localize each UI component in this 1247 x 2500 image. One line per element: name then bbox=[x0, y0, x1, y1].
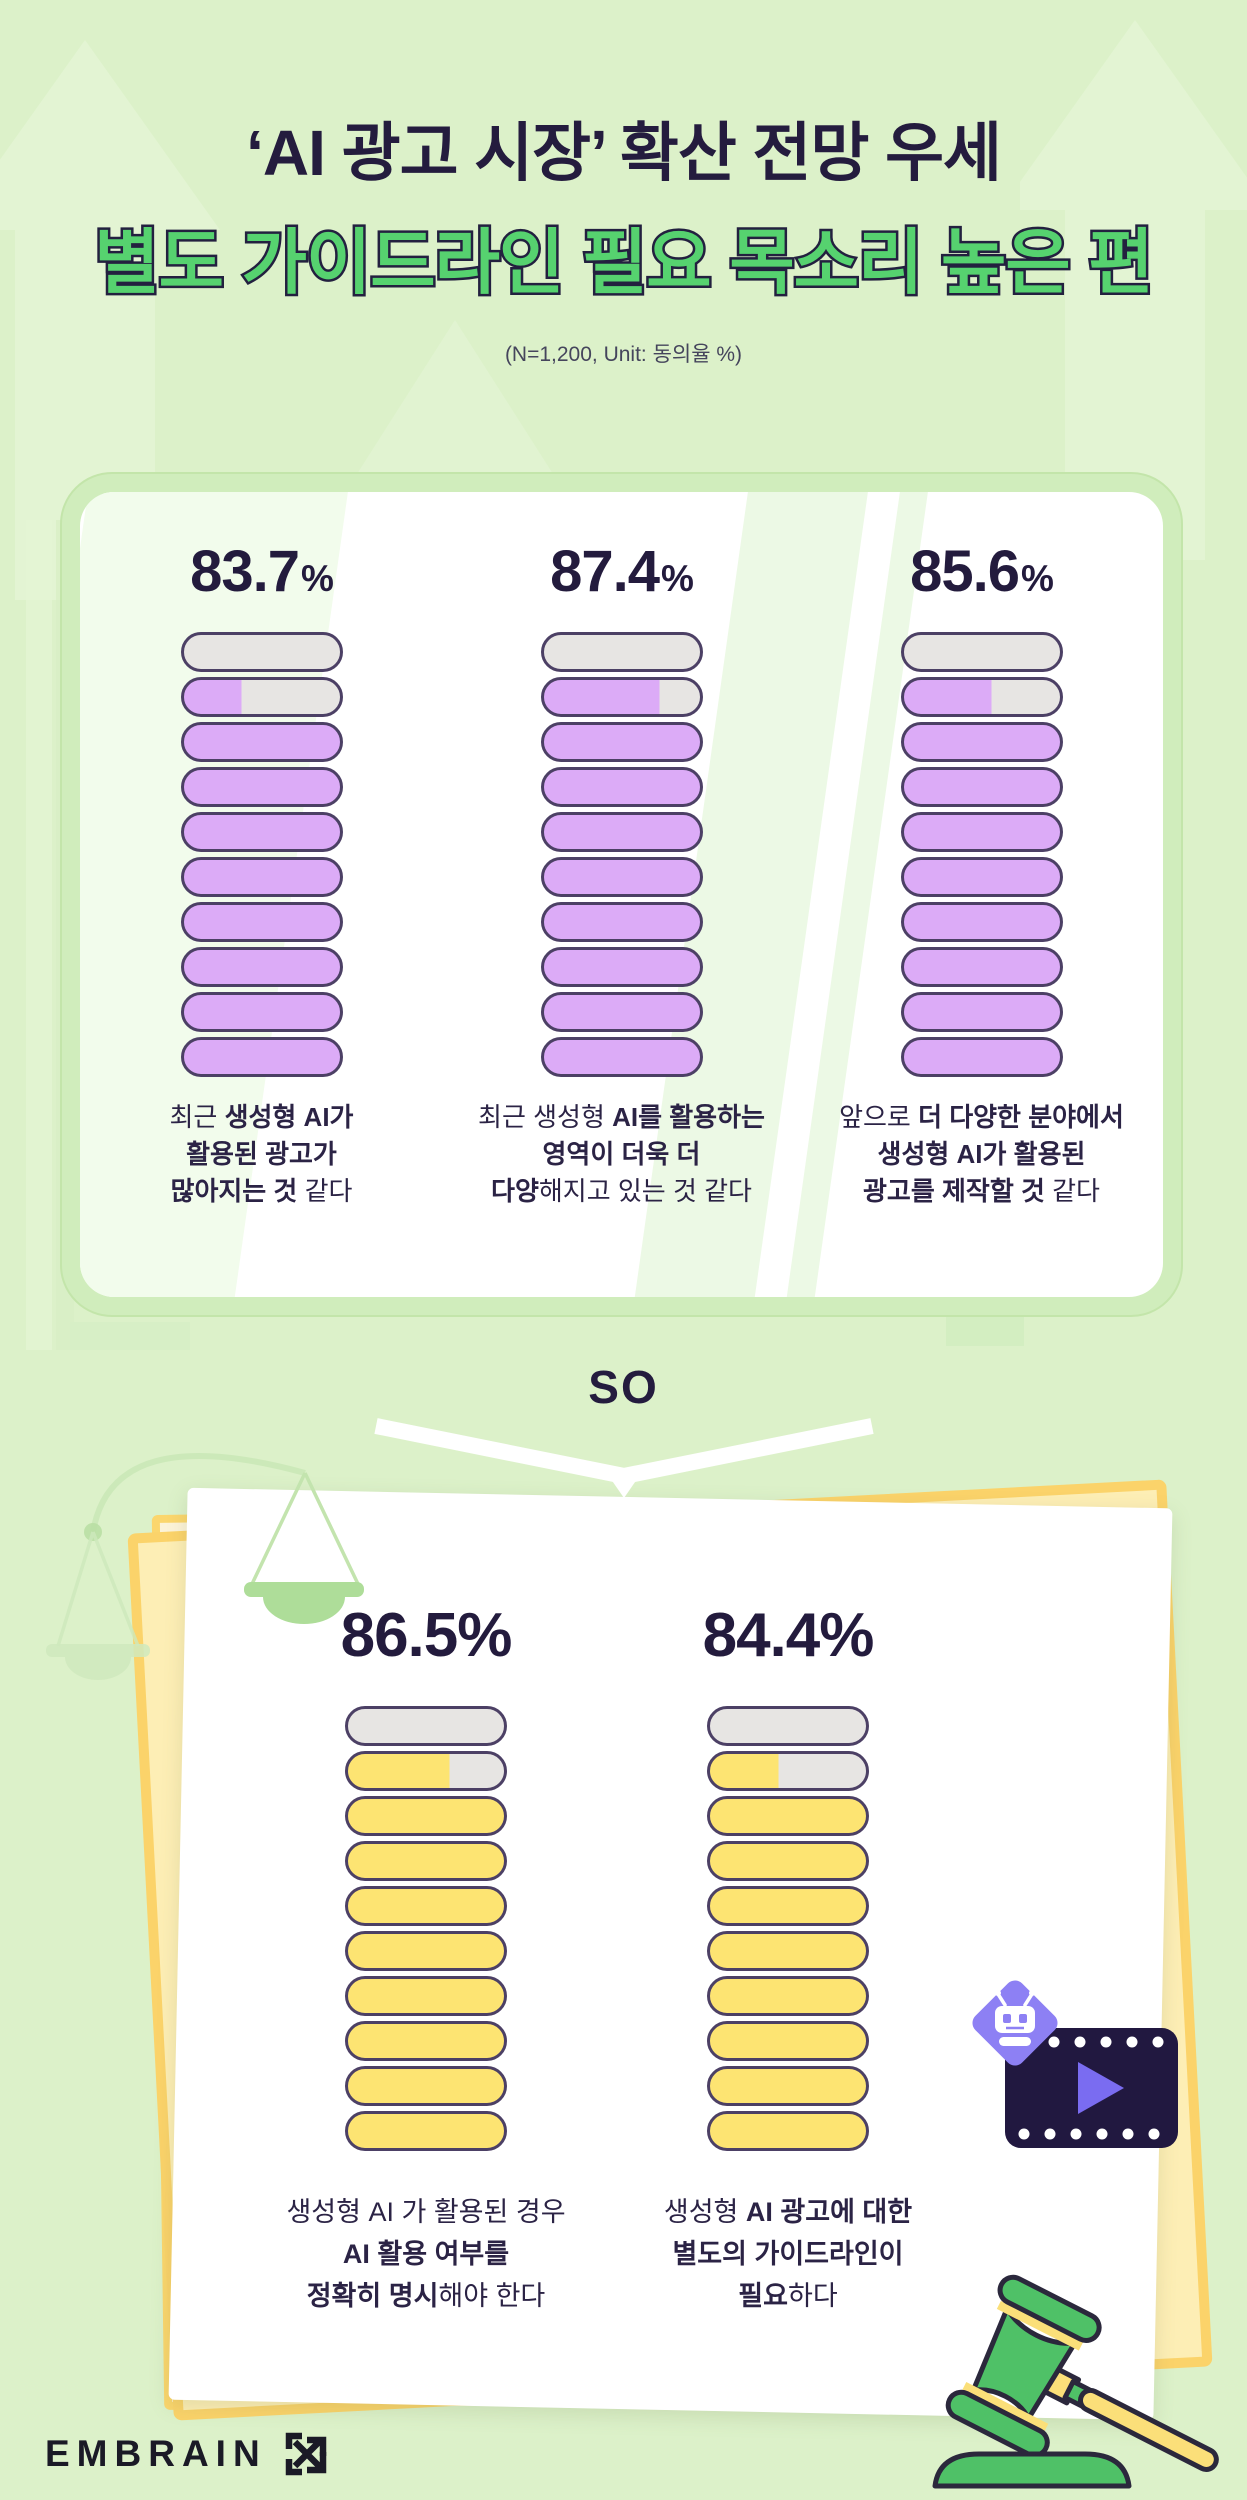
capsule-row bbox=[900, 857, 1063, 897]
capsule-row bbox=[345, 1976, 507, 2016]
bg-stripe bbox=[26, 520, 52, 1350]
capsule-row bbox=[707, 2111, 869, 2151]
capsule-row bbox=[707, 1841, 869, 1881]
page-subtitle: 별도 가이드라인 필요 목소리 높은 편 bbox=[92, 222, 1156, 306]
capsule-row bbox=[180, 812, 343, 852]
capsule-row bbox=[900, 1037, 1063, 1077]
film-perforations bbox=[1018, 2036, 1164, 2140]
chart-column: 86.5% 생성형 AI 가 활용된 경우 AI 활용 여부를 정확히 명시해야 한다 bbox=[276, 1600, 576, 2317]
bg-block bbox=[946, 1316, 1024, 1346]
chart-caption: 앞으로 더 다양한 분야에서 생성형 AI가 활용된 광고를 제작할 것 같다 bbox=[839, 1102, 1124, 1206]
percent-value: 83.7% bbox=[190, 539, 334, 604]
page-title: ‘AI 광고 시장’ 확산 전망 우세 bbox=[246, 117, 1002, 189]
bg-triangle bbox=[350, 320, 560, 485]
capsule-row bbox=[900, 812, 1063, 852]
capsule-row bbox=[707, 1931, 869, 1971]
footer: EMBRAIN bbox=[45, 2430, 331, 2478]
capsule-stack bbox=[345, 1706, 507, 2151]
capsule-row bbox=[345, 1751, 507, 1791]
percent-value: 85.6% bbox=[910, 539, 1054, 604]
bottom-chart-columns: 86.5% 생성형 AI 가 활용된 경우 AI 활용 여부를 정확히 명시해야 한다… bbox=[276, 1600, 938, 2317]
chart-column: 87.4% 최근 생성형 AI를 활용하는 영역이 더욱 더 다양해지고 있는 것 같… bbox=[472, 538, 772, 1297]
bg-arrow-up-right bbox=[1020, 20, 1247, 560]
capsule-row bbox=[540, 857, 703, 897]
bg-block bbox=[70, 1322, 190, 1350]
top-chart-card: 83.7% 최근 생성형 AI가 활용된 광고가 많아지는 것 같다 87.4% 최근 생… bbox=[60, 472, 1183, 1317]
capsule-row bbox=[540, 767, 703, 807]
capsule-row bbox=[707, 1886, 869, 1926]
percent-value: 87.4% bbox=[550, 539, 694, 604]
capsule-row bbox=[707, 1796, 869, 1836]
capsule-row bbox=[540, 1037, 703, 1077]
capsule-row bbox=[540, 902, 703, 942]
chart-column: 83.7% 최근 생성형 AI가 활용된 광고가 많아지는 것 같다 bbox=[112, 538, 412, 1297]
capsule-row bbox=[540, 812, 703, 852]
balance-scale-icon bbox=[46, 1453, 364, 1680]
brand-expand-arrows-icon bbox=[285, 2432, 326, 2476]
capsule-row bbox=[540, 947, 703, 987]
capsule-row bbox=[900, 677, 1063, 717]
bg-arrow-up-left bbox=[0, 40, 220, 600]
robot-icon bbox=[972, 1980, 1058, 2066]
capsule-row bbox=[540, 722, 703, 762]
play-icon bbox=[1078, 2062, 1124, 2114]
capsule-row bbox=[180, 677, 343, 717]
chart-caption: 최근 생성형 AI가 활용된 광고가 많아지는 것 같다 bbox=[169, 1102, 354, 1206]
capsule-row bbox=[900, 902, 1063, 942]
capsule-row bbox=[345, 2111, 507, 2151]
capsule-row bbox=[540, 632, 703, 672]
capsule-row bbox=[180, 992, 343, 1032]
capsule-row bbox=[180, 1037, 343, 1077]
capsule-row bbox=[345, 1796, 507, 1836]
capsule-row bbox=[707, 2021, 869, 2061]
chart-column: 85.6% 앞으로 더 다양한 분야에서 생성형 AI가 활용된 광고를 제작할 것 … bbox=[832, 538, 1132, 1297]
capsule-row bbox=[180, 632, 343, 672]
capsule-row bbox=[707, 1976, 869, 2016]
capsule-row bbox=[540, 677, 703, 717]
capsule-row bbox=[707, 1706, 869, 1746]
capsule-row bbox=[345, 1886, 507, 1926]
sample-note: (N=1,200, Unit: 동의율 %) bbox=[504, 343, 743, 366]
capsule-row bbox=[345, 2066, 507, 2106]
capsule-row bbox=[180, 902, 343, 942]
chart-column: 84.4% 생성형 AI 광고에 대한 별도의 가이드라인이 필요하다 bbox=[638, 1600, 938, 2317]
capsule-row bbox=[900, 947, 1063, 987]
brand-logo-text: EMBRAIN bbox=[45, 2433, 267, 2474]
capsule-row bbox=[345, 2021, 507, 2061]
capsule-stack bbox=[540, 632, 703, 1077]
top-chart-card-inner: 83.7% 최근 생성형 AI가 활용된 광고가 많아지는 것 같다 87.4% 최근 생… bbox=[80, 492, 1163, 1297]
chart-caption: 최근 생성형 AI를 활용하는 영역이 더욱 더 다양해지고 있는 것 같다 bbox=[478, 1102, 765, 1206]
down-chevron-icon bbox=[373, 1418, 874, 1498]
so-label: SO bbox=[588, 1361, 659, 1413]
capsule-row bbox=[180, 857, 343, 897]
capsule-row bbox=[707, 1751, 869, 1791]
chart-caption: 생성형 AI 광고에 대한 별도의 가이드라인이 필요하다 bbox=[663, 2197, 913, 2311]
capsule-row bbox=[345, 1706, 507, 1746]
capsule-row bbox=[180, 722, 343, 762]
percent-value: 84.4% bbox=[702, 1601, 875, 1670]
video-player-icon bbox=[972, 1980, 1178, 2148]
capsule-row bbox=[540, 992, 703, 1032]
capsule-stack bbox=[180, 632, 343, 1077]
capsule-row bbox=[900, 992, 1063, 1032]
gavel-icon bbox=[932, 2274, 1219, 2489]
chart-caption: 생성형 AI 가 활용된 경우 AI 활용 여부를 정확히 명시해야 한다 bbox=[286, 2197, 566, 2311]
capsule-row bbox=[345, 1931, 507, 1971]
top-chart-columns: 83.7% 최근 생성형 AI가 활용된 광고가 많아지는 것 같다 87.4% 최근 생… bbox=[80, 492, 1163, 1297]
capsule-stack bbox=[900, 632, 1063, 1077]
capsule-row bbox=[900, 722, 1063, 762]
capsule-row bbox=[345, 1841, 507, 1881]
capsule-row bbox=[900, 632, 1063, 672]
capsule-row bbox=[180, 947, 343, 987]
percent-value: 86.5% bbox=[340, 1601, 513, 1670]
capsule-row bbox=[180, 767, 343, 807]
capsule-row bbox=[900, 767, 1063, 807]
capsule-stack bbox=[707, 1706, 869, 2151]
capsule-row bbox=[707, 2066, 869, 2106]
